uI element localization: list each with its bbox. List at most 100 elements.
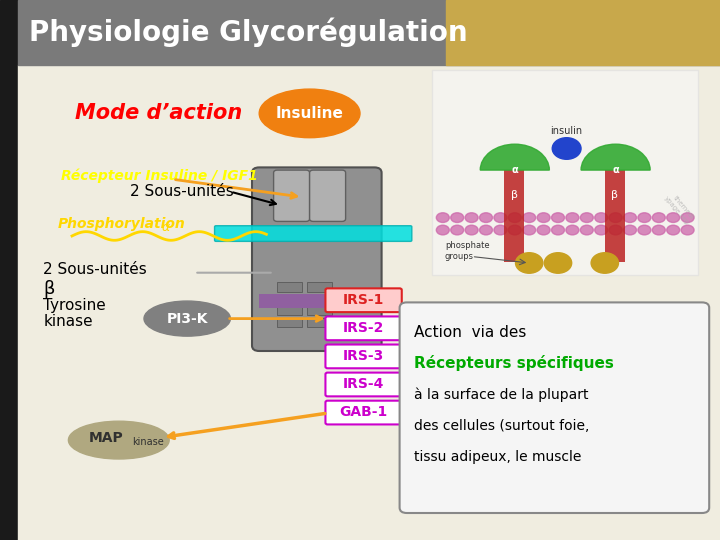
Circle shape	[652, 225, 665, 235]
Text: phosphate
groups: phosphate groups	[445, 241, 490, 261]
Text: Action  via des: Action via des	[414, 325, 526, 340]
Text: GAB-1: GAB-1	[339, 405, 388, 419]
Wedge shape	[480, 144, 549, 170]
Circle shape	[451, 213, 464, 222]
Text: des cellules (surtout foie,: des cellules (surtout foie,	[414, 419, 590, 433]
Bar	[277, 318, 302, 327]
Circle shape	[552, 225, 564, 235]
Circle shape	[652, 213, 665, 222]
Circle shape	[552, 213, 564, 222]
Bar	[277, 306, 302, 315]
Bar	[277, 282, 302, 292]
Circle shape	[609, 213, 622, 222]
Text: kinase: kinase	[43, 314, 93, 329]
Circle shape	[667, 213, 680, 222]
Text: IRS-1: IRS-1	[343, 293, 384, 307]
Bar	[277, 294, 302, 303]
Text: Phosphorylation: Phosphorylation	[58, 217, 185, 231]
Bar	[307, 294, 332, 303]
Circle shape	[544, 253, 572, 273]
Circle shape	[537, 213, 550, 222]
FancyBboxPatch shape	[252, 167, 382, 351]
Text: kinase: kinase	[132, 437, 163, 447]
Circle shape	[624, 213, 636, 222]
Text: α: α	[511, 165, 518, 175]
Ellipse shape	[259, 89, 360, 138]
Text: Récepteurs spécifiques: Récepteurs spécifiques	[414, 355, 614, 372]
Text: Tyrosine: Tyrosine	[43, 298, 106, 313]
Text: Récepteur Insuline / IGF1: Récepteur Insuline / IGF1	[61, 168, 258, 183]
Text: β: β	[611, 191, 618, 200]
Text: α: α	[162, 221, 170, 234]
FancyBboxPatch shape	[325, 316, 402, 340]
Bar	[605, 170, 625, 262]
Bar	[307, 306, 332, 315]
Text: IRS-4: IRS-4	[343, 377, 384, 391]
Text: themedi
ypage.org: themedi ypage.org	[662, 190, 695, 226]
FancyBboxPatch shape	[400, 302, 709, 513]
Bar	[432, 70, 698, 275]
Circle shape	[609, 225, 622, 235]
Bar	[504, 170, 524, 262]
Circle shape	[494, 213, 507, 222]
Text: tissu adipeux, le muscle: tissu adipeux, le muscle	[414, 450, 581, 464]
Wedge shape	[581, 144, 650, 170]
Circle shape	[638, 225, 651, 235]
Circle shape	[537, 225, 550, 235]
Text: Insuline: Insuline	[276, 106, 343, 121]
Circle shape	[480, 213, 492, 222]
FancyBboxPatch shape	[215, 226, 412, 241]
FancyBboxPatch shape	[325, 288, 402, 312]
Bar	[307, 282, 332, 292]
Text: Mode d’action: Mode d’action	[75, 103, 242, 124]
Circle shape	[681, 213, 694, 222]
Text: α: α	[612, 165, 619, 175]
Text: 2 Sous-unités: 2 Sous-unités	[43, 262, 147, 278]
Circle shape	[552, 138, 581, 159]
Circle shape	[465, 213, 478, 222]
FancyBboxPatch shape	[325, 401, 402, 424]
Text: β: β	[510, 191, 518, 200]
Circle shape	[580, 213, 593, 222]
Circle shape	[436, 225, 449, 235]
Circle shape	[516, 253, 543, 273]
Circle shape	[566, 225, 579, 235]
Circle shape	[508, 213, 521, 222]
Circle shape	[566, 213, 579, 222]
Ellipse shape	[68, 421, 169, 459]
Circle shape	[591, 253, 618, 273]
Circle shape	[638, 213, 651, 222]
FancyBboxPatch shape	[325, 345, 402, 368]
Text: IRS-2: IRS-2	[343, 321, 384, 335]
Bar	[18, 0, 720, 65]
Circle shape	[436, 213, 449, 222]
Circle shape	[451, 225, 464, 235]
Circle shape	[580, 225, 593, 235]
Circle shape	[681, 225, 694, 235]
Text: MAP: MAP	[89, 431, 124, 446]
Text: à la surface de la plupart: à la surface de la plupart	[414, 388, 588, 402]
Text: β: β	[43, 280, 55, 298]
Circle shape	[494, 225, 507, 235]
Circle shape	[465, 225, 478, 235]
Bar	[446, 0, 720, 65]
Text: insulin: insulin	[551, 126, 582, 136]
Bar	[0, 0, 18, 540]
Bar	[259, 294, 374, 308]
Text: PI3-K: PI3-K	[166, 312, 208, 326]
Circle shape	[624, 225, 636, 235]
Circle shape	[480, 225, 492, 235]
Circle shape	[595, 225, 608, 235]
FancyBboxPatch shape	[325, 373, 402, 396]
Bar	[307, 318, 332, 327]
Circle shape	[523, 213, 536, 222]
Bar	[18, 65, 720, 540]
Text: 2 Sous-unités: 2 Sous-unités	[130, 184, 233, 199]
Ellipse shape	[144, 301, 230, 336]
Circle shape	[595, 213, 608, 222]
FancyBboxPatch shape	[274, 170, 310, 221]
Circle shape	[523, 225, 536, 235]
Text: IRS-3: IRS-3	[343, 349, 384, 363]
Text: Physiologie Glycorégulation: Physiologie Glycorégulation	[29, 18, 467, 47]
Circle shape	[667, 225, 680, 235]
